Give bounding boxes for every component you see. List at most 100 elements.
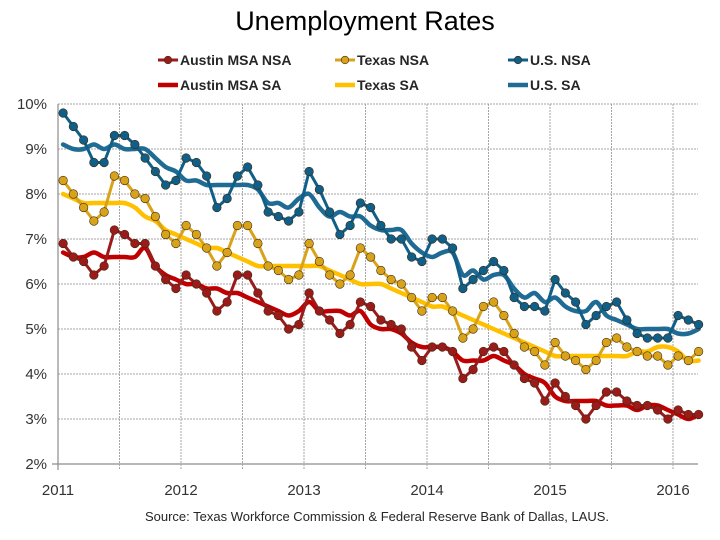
data-point xyxy=(294,207,304,217)
x-tick-label: 2011 xyxy=(42,482,74,499)
data-point xyxy=(314,184,324,195)
data-point xyxy=(540,360,550,370)
data-point xyxy=(437,342,447,352)
data-point xyxy=(253,180,263,190)
data-point xyxy=(427,292,437,303)
data-point xyxy=(325,270,335,280)
data-point xyxy=(109,130,119,141)
data-point xyxy=(355,297,365,307)
data-point xyxy=(427,342,437,352)
data-point xyxy=(519,373,529,384)
data-point xyxy=(642,351,652,361)
data-point xyxy=(140,193,150,204)
data-point xyxy=(622,315,632,325)
data-point xyxy=(642,400,652,411)
y-tick-label: 4% xyxy=(25,366,47,383)
data-point xyxy=(653,351,663,361)
data-point xyxy=(89,157,99,168)
data-point xyxy=(530,378,540,388)
data-point xyxy=(581,414,591,424)
data-point xyxy=(591,310,601,321)
data-point xyxy=(407,292,417,303)
data-point xyxy=(355,198,365,208)
data-point xyxy=(335,328,345,339)
legend-marker xyxy=(163,55,173,65)
data-point xyxy=(632,328,642,339)
data-point xyxy=(694,319,704,330)
data-point xyxy=(694,409,704,420)
data-point xyxy=(550,274,560,285)
data-point xyxy=(683,315,693,325)
data-point xyxy=(181,153,191,163)
data-point xyxy=(478,265,488,276)
data-point xyxy=(376,315,386,325)
data-point xyxy=(191,157,201,168)
data-point xyxy=(683,355,693,366)
data-point xyxy=(294,319,304,330)
data-point xyxy=(458,333,468,343)
data-point xyxy=(366,202,376,213)
data-point xyxy=(314,306,324,316)
data-point xyxy=(314,256,324,267)
data-point xyxy=(386,274,396,285)
data-point xyxy=(68,121,78,132)
data-point xyxy=(448,243,458,253)
legend-marker xyxy=(340,55,350,65)
data-point xyxy=(161,229,171,240)
y-tick-label: 2% xyxy=(25,456,47,473)
y-tick-label: 9% xyxy=(25,141,47,158)
x-tick-label: 2013 xyxy=(287,482,320,499)
data-point xyxy=(519,342,529,352)
data-point xyxy=(68,252,78,262)
data-point xyxy=(509,292,519,303)
data-point xyxy=(161,274,171,285)
data-point xyxy=(673,351,683,361)
x-tick-label: 2015 xyxy=(533,482,566,499)
data-point xyxy=(232,270,242,280)
data-point xyxy=(612,333,622,343)
data-point xyxy=(376,265,386,276)
data-point xyxy=(601,387,611,397)
data-point xyxy=(181,270,191,280)
data-point xyxy=(140,153,150,163)
data-point xyxy=(171,283,181,294)
data-point xyxy=(120,175,130,186)
x-tick-label: 2016 xyxy=(656,482,689,499)
data-point xyxy=(663,360,673,370)
data-point xyxy=(171,238,181,249)
data-point xyxy=(489,297,499,307)
data-point xyxy=(222,193,232,204)
legend-item: U.S. NSA xyxy=(508,52,591,68)
data-point xyxy=(427,234,437,244)
data-point xyxy=(304,238,314,249)
data-point xyxy=(366,252,376,262)
data-point xyxy=(642,333,652,343)
data-point xyxy=(202,171,212,181)
data-point xyxy=(79,135,89,145)
data-point xyxy=(345,319,355,330)
data-point xyxy=(222,297,232,307)
data-point xyxy=(99,261,109,271)
data-point xyxy=(89,216,99,226)
data-point xyxy=(407,342,417,352)
data-point xyxy=(468,364,478,375)
data-point xyxy=(683,409,693,420)
data-point xyxy=(478,346,488,357)
y-tick-label: 5% xyxy=(25,321,47,338)
data-point xyxy=(632,346,642,357)
x-tick-label: 2012 xyxy=(164,482,197,499)
data-point xyxy=(560,391,570,402)
data-point xyxy=(99,157,109,168)
x-tick-label: 2014 xyxy=(410,482,443,499)
data-point xyxy=(448,346,458,357)
data-point xyxy=(530,346,540,357)
data-point xyxy=(161,180,171,190)
legend: Austin MSA NSA Texas NSA U.S. NSA Austin MS… xyxy=(158,52,591,93)
data-point xyxy=(396,324,406,334)
data-point xyxy=(345,270,355,280)
data-point xyxy=(243,270,253,280)
data-point xyxy=(407,252,417,262)
data-point xyxy=(601,337,611,348)
data-point xyxy=(540,396,550,406)
data-point xyxy=(191,279,201,289)
